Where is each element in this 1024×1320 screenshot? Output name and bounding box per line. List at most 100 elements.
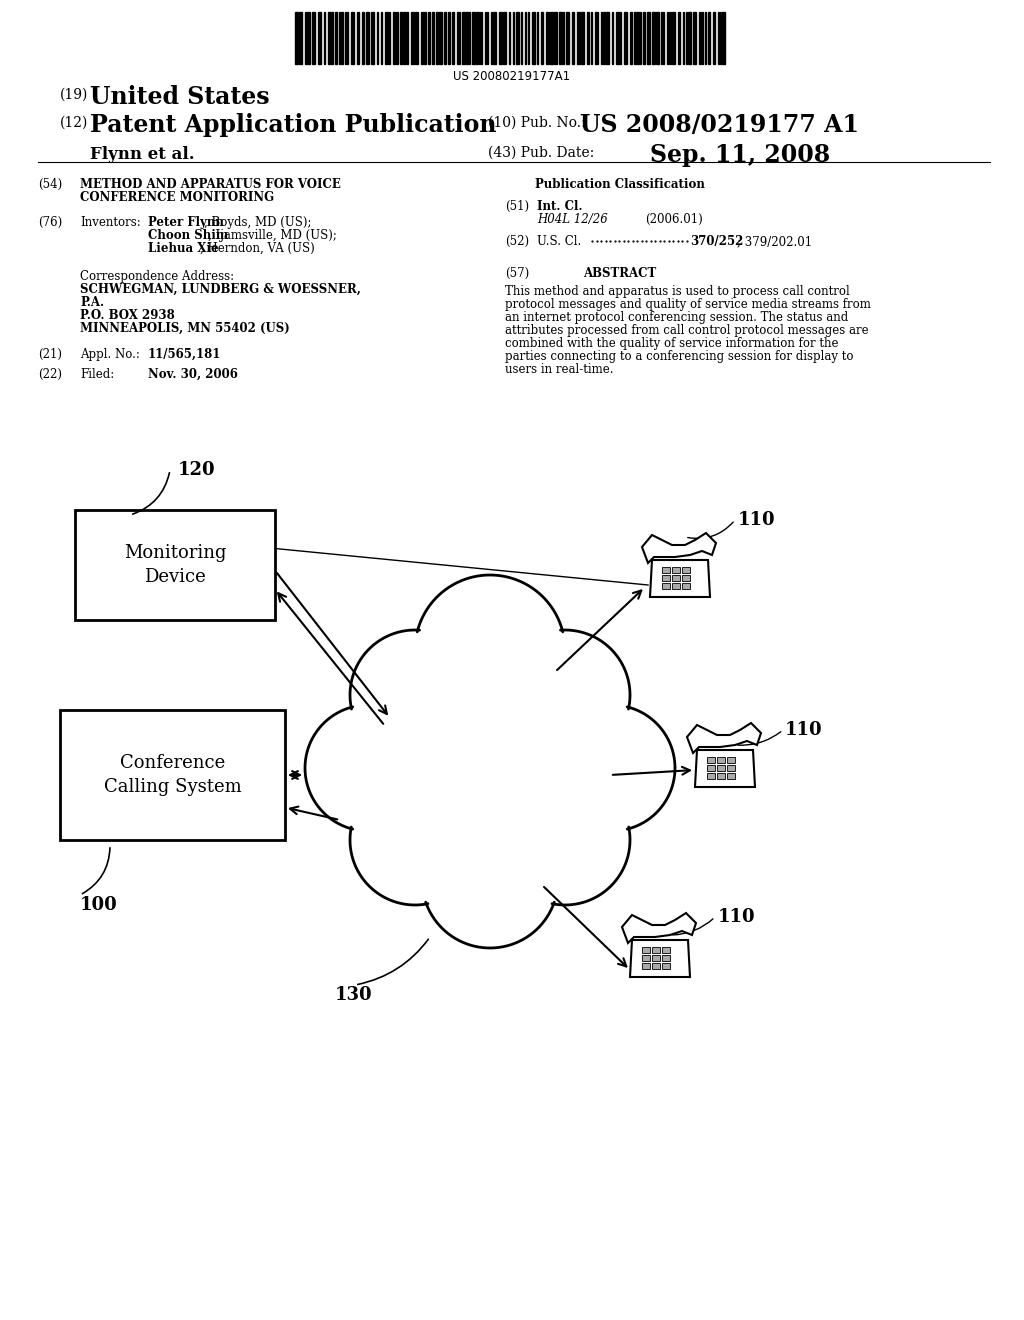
Bar bbox=[362, 12, 364, 63]
Text: Correspondence Address:: Correspondence Address: bbox=[80, 271, 234, 282]
Bar bbox=[541, 12, 543, 63]
Bar bbox=[662, 568, 670, 573]
Bar bbox=[662, 964, 670, 969]
Bar bbox=[630, 12, 632, 63]
Bar bbox=[717, 766, 725, 771]
Bar bbox=[566, 12, 569, 63]
Bar bbox=[707, 774, 715, 779]
Bar bbox=[312, 12, 315, 63]
Bar bbox=[652, 954, 659, 961]
Bar bbox=[411, 12, 414, 63]
Bar bbox=[577, 12, 580, 63]
Bar bbox=[652, 964, 659, 969]
Bar bbox=[499, 12, 502, 63]
Text: U.S. Cl.: U.S. Cl. bbox=[537, 235, 582, 248]
Bar bbox=[351, 12, 354, 63]
Bar bbox=[341, 12, 343, 63]
Polygon shape bbox=[650, 560, 710, 597]
Bar bbox=[559, 12, 562, 63]
Bar bbox=[366, 12, 369, 63]
Bar bbox=[516, 12, 519, 63]
Bar bbox=[682, 576, 689, 581]
Text: H04L 12/26: H04L 12/26 bbox=[537, 213, 608, 226]
Bar bbox=[727, 756, 734, 763]
Bar bbox=[717, 756, 725, 763]
Bar bbox=[682, 583, 689, 589]
Bar bbox=[662, 946, 670, 953]
Bar bbox=[672, 576, 680, 581]
Bar bbox=[449, 12, 450, 63]
Text: METHOD AND APPARATUS FOR VOICE: METHOD AND APPARATUS FOR VOICE bbox=[80, 178, 341, 191]
Text: an internet protocol conferencing session. The status and: an internet protocol conferencing sessio… bbox=[505, 312, 848, 323]
Bar bbox=[546, 12, 549, 63]
Bar bbox=[624, 12, 627, 63]
Bar bbox=[335, 12, 337, 63]
Text: ABSTRACT: ABSTRACT bbox=[584, 267, 656, 280]
Bar bbox=[678, 12, 680, 63]
Bar bbox=[432, 12, 434, 63]
Bar bbox=[493, 12, 496, 63]
Text: users in real-time.: users in real-time. bbox=[505, 363, 613, 376]
Text: combined with the quality of service information for the: combined with the quality of service inf… bbox=[505, 337, 839, 350]
Circle shape bbox=[500, 775, 630, 906]
Bar bbox=[662, 583, 670, 589]
Text: 11/565,181: 11/565,181 bbox=[148, 348, 221, 360]
Circle shape bbox=[350, 775, 480, 906]
Text: 100: 100 bbox=[80, 896, 118, 913]
Bar bbox=[532, 12, 535, 63]
Bar bbox=[462, 12, 465, 63]
Text: (19): (19) bbox=[60, 88, 88, 102]
Text: 110: 110 bbox=[785, 721, 822, 739]
Bar bbox=[672, 12, 675, 63]
Text: ; 379/202.01: ; 379/202.01 bbox=[737, 235, 812, 248]
Bar bbox=[634, 12, 636, 63]
Text: 110: 110 bbox=[738, 511, 775, 529]
Text: parties connecting to a conferencing session for display to: parties connecting to a conferencing ses… bbox=[505, 350, 853, 363]
Text: (10) Pub. No.:: (10) Pub. No.: bbox=[488, 116, 586, 129]
Polygon shape bbox=[695, 750, 755, 787]
Text: (12): (12) bbox=[60, 116, 88, 129]
Text: Filed:: Filed: bbox=[80, 368, 115, 381]
Bar bbox=[688, 12, 691, 63]
Bar bbox=[466, 12, 468, 63]
Text: Inventors:: Inventors: bbox=[80, 216, 140, 228]
Text: US 20080219177A1: US 20080219177A1 bbox=[454, 70, 570, 83]
Bar bbox=[318, 12, 321, 63]
Text: , Boyds, MD (US);: , Boyds, MD (US); bbox=[204, 216, 311, 228]
Text: Flynn et al.: Flynn et al. bbox=[90, 147, 195, 162]
Bar bbox=[662, 576, 670, 581]
Bar bbox=[436, 12, 438, 63]
Text: P.O. BOX 2938: P.O. BOX 2938 bbox=[80, 309, 175, 322]
Text: Monitoring
Device: Monitoring Device bbox=[124, 544, 226, 586]
Text: 120: 120 bbox=[178, 461, 216, 479]
Bar bbox=[708, 12, 710, 63]
Bar bbox=[722, 12, 725, 63]
Text: (21): (21) bbox=[38, 348, 62, 360]
Text: (52): (52) bbox=[505, 235, 529, 248]
Bar bbox=[699, 12, 701, 63]
Text: , Ijamsville, MD (US);: , Ijamsville, MD (US); bbox=[208, 228, 337, 242]
Text: Patent Application Publication: Patent Application Publication bbox=[90, 114, 497, 137]
Bar bbox=[457, 12, 460, 63]
Text: P.A.: P.A. bbox=[80, 296, 104, 309]
Text: Sep. 11, 2008: Sep. 11, 2008 bbox=[650, 143, 830, 168]
Bar bbox=[693, 12, 696, 63]
Circle shape bbox=[350, 630, 480, 760]
Text: Peter Flynn: Peter Flynn bbox=[148, 216, 224, 228]
Bar bbox=[472, 12, 475, 63]
Text: This method and apparatus is used to process call control: This method and apparatus is used to pro… bbox=[505, 285, 850, 298]
Bar bbox=[662, 954, 670, 961]
Bar bbox=[331, 12, 333, 63]
Bar bbox=[603, 12, 605, 63]
Text: Choon Shim: Choon Shim bbox=[148, 228, 228, 242]
Bar bbox=[672, 583, 680, 589]
Bar bbox=[421, 12, 423, 63]
Bar bbox=[595, 12, 598, 63]
Bar bbox=[581, 12, 584, 63]
Circle shape bbox=[500, 630, 630, 760]
Bar bbox=[424, 12, 426, 63]
Bar bbox=[656, 12, 659, 63]
Text: US 2008/0219177 A1: US 2008/0219177 A1 bbox=[580, 114, 859, 137]
Polygon shape bbox=[687, 723, 761, 752]
Bar bbox=[713, 12, 715, 63]
